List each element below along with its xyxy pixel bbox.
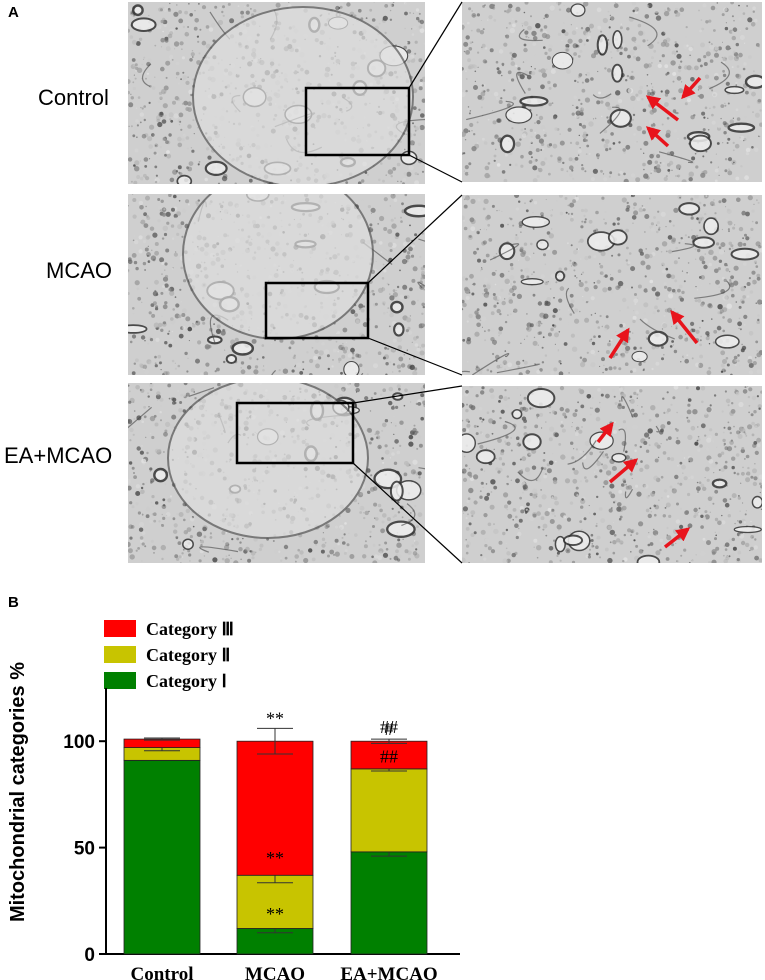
x-tick-label: MCAO [245, 964, 305, 980]
micrograph-control-overview [128, 2, 425, 184]
bar-segment [350, 768, 428, 853]
row-label-ea-mcao: EA+MCAO [4, 443, 113, 468]
y-tick-label: 50 [74, 839, 95, 860]
legend-label: Category Ⅱ [146, 645, 230, 665]
significance-mark: ## [380, 717, 398, 737]
y-axis-label: Mitochondrial categories % [7, 662, 29, 922]
micrograph-ea-mcao-zoom [462, 386, 762, 563]
y-tick-label: 0 [84, 945, 95, 966]
micrograph-ea-mcao-overview [128, 383, 425, 563]
legend-swatch [104, 672, 136, 689]
x-tick-label: EA+MCAO [340, 964, 437, 980]
bars [123, 727, 428, 955]
micrograph-control-zoom [462, 2, 762, 182]
micrograph-mcao-zoom [462, 195, 762, 375]
legend-label: Category Ⅲ [146, 619, 234, 639]
panel-b-letter: B [8, 594, 19, 611]
significance-mark: ** [266, 904, 284, 924]
legend-swatch [104, 620, 136, 637]
significance-mark: ## [380, 747, 398, 767]
micrograph-mcao-overview [128, 194, 425, 375]
significance-mark: ** [266, 708, 284, 728]
annotations: ******##### [266, 708, 398, 924]
legend-label: Category Ⅰ [146, 671, 227, 691]
bar-segment [236, 740, 314, 876]
row-label-mcao: MCAO [46, 258, 112, 283]
significance-mark: # [385, 719, 394, 739]
significance-mark: ** [266, 848, 284, 868]
y-tick-label: 100 [63, 732, 95, 753]
bar-segment [236, 874, 314, 929]
panel-a-letter: A [8, 4, 19, 21]
x-tick-label: Control [131, 964, 194, 980]
bar-segment [350, 740, 428, 770]
row-label-control: Control [38, 85, 109, 110]
stacked-bar-chart: Category Ⅲ Category Ⅱ Category Ⅰ 0 50 100 Con… [7, 619, 460, 980]
bar-segment [350, 851, 428, 955]
legend-swatch [104, 646, 136, 663]
bar-segment [123, 759, 201, 955]
legend: Category Ⅲ Category Ⅱ Category Ⅰ [104, 619, 234, 691]
